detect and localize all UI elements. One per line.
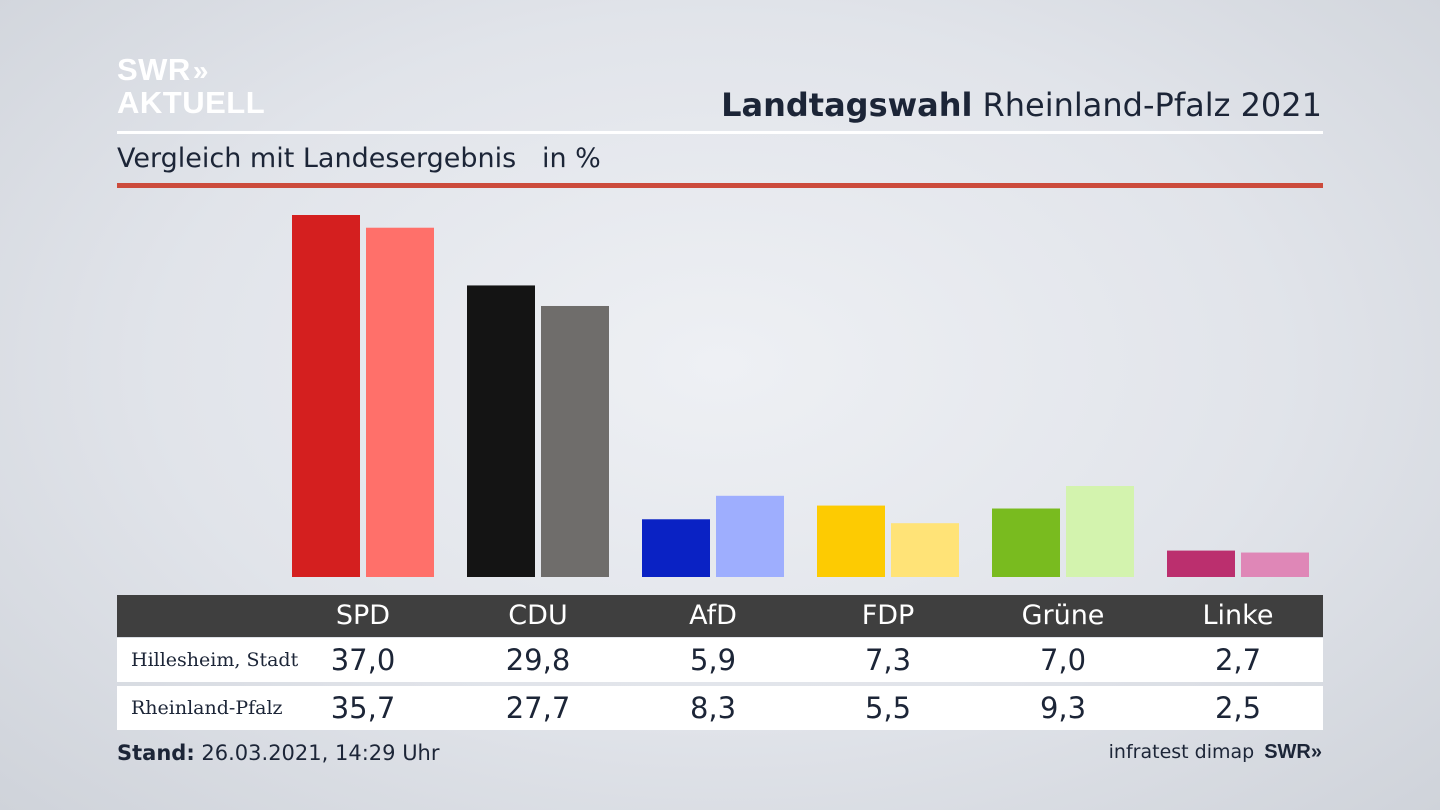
bar-fdp-series-1	[817, 505, 885, 577]
table-header-row: SPD CDU AfD FDP Grüne Linke	[117, 595, 1323, 637]
accent-divider	[117, 183, 1323, 188]
bar-linke-series-1	[1167, 550, 1235, 577]
title-rest: Rheinland-Pfalz 2021	[982, 86, 1322, 124]
bar-cdu-series-1	[467, 285, 535, 577]
bar-grüne-series-1	[992, 508, 1060, 577]
column-header: SPD	[335, 600, 391, 631]
column-header: Grüne	[1021, 600, 1105, 631]
table-cell: 7,0	[1039, 643, 1087, 677]
table-row: Rheinland-Pfalz 35,7 27,7 8,3 5,5 9,3 2,5	[117, 686, 1323, 730]
bar-cdu-series-2	[541, 305, 609, 577]
table-cell: 5,9	[689, 643, 737, 677]
bar-grüne-series-2	[1066, 486, 1134, 577]
column-header: CDU	[508, 600, 568, 631]
table-cell: 8,3	[689, 691, 737, 725]
column-header: Linke	[1202, 600, 1274, 631]
title-bold: Landtagswahl	[721, 86, 973, 124]
bar-spd-series-1	[292, 215, 360, 577]
bar-afd-series-1	[642, 519, 710, 577]
source-label: infratest dimap	[1108, 741, 1255, 763]
table-cell: 2,7	[1214, 643, 1262, 677]
bar-fdp-series-2	[891, 523, 959, 577]
page-title: Landtagswahl Rheinland-Pfalz 2021	[721, 86, 1322, 124]
swr-aktuell-logo: SWR» AKTUELL	[117, 52, 266, 120]
table-cell: 37,0	[330, 643, 396, 677]
column-header: FDP	[861, 600, 915, 631]
column-header: AfD	[689, 600, 737, 631]
row-label: Hillesheim, Stadt	[131, 649, 299, 671]
table-cell: 7,3	[864, 643, 912, 677]
table-cell: 29,8	[505, 643, 571, 677]
timestamp: Stand: 26.03.2021, 14:29 Uhr	[117, 741, 440, 765]
table-cell: 2,5	[1214, 691, 1262, 725]
table-cell: 9,3	[1039, 691, 1087, 725]
row-label: Rheinland-Pfalz	[131, 697, 283, 719]
table-cell: 5,5	[864, 691, 912, 725]
table-cell: 35,7	[330, 691, 396, 725]
bar-linke-series-2	[1241, 552, 1309, 577]
swr-logo: SWR»	[1264, 741, 1322, 763]
bar-spd-series-2	[366, 227, 434, 577]
bar-afd-series-2	[716, 495, 784, 577]
source-credit: infratest dimap SWR»	[1109, 741, 1322, 764]
chart-subtitle: Vergleich mit Landesergebnis in %	[117, 143, 601, 174]
table-row: Hillesheim, Stadt 37,0 29,8 5,9 7,3 7,0 2,7	[117, 638, 1323, 682]
table-cell: 27,7	[505, 691, 571, 725]
header-divider	[117, 131, 1323, 134]
